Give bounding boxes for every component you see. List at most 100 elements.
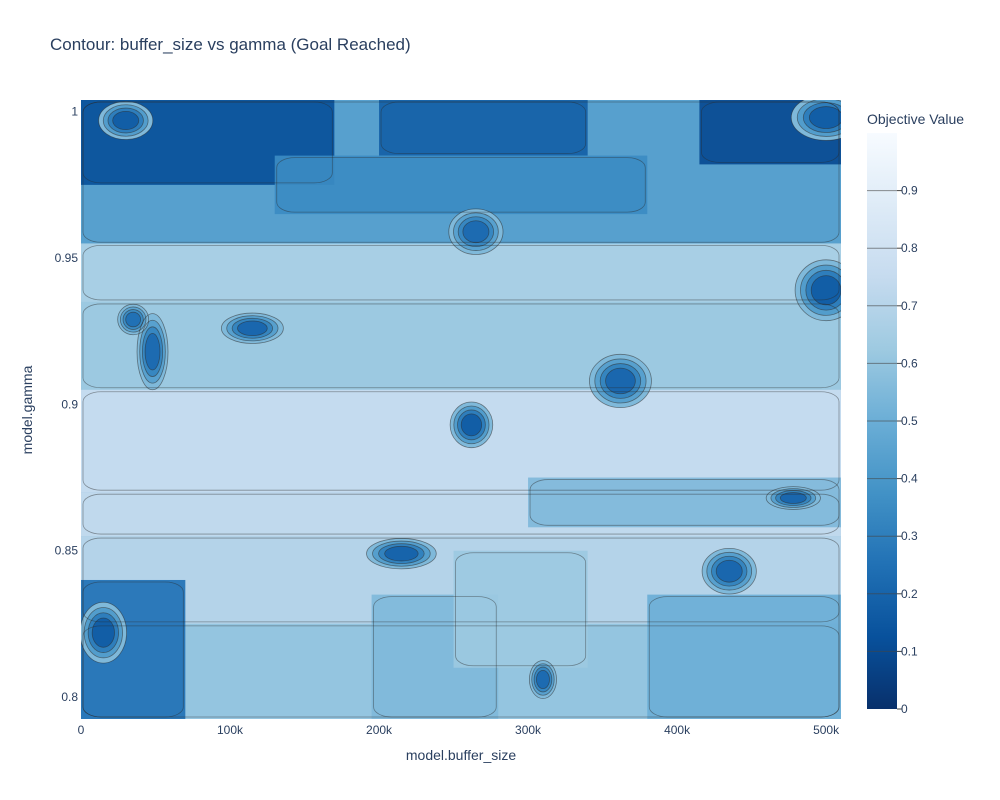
contour-region-4 (274, 155, 648, 215)
plot-area[interactable] (80, 95, 861, 719)
contour-line (237, 320, 268, 337)
contour-line (139, 319, 166, 384)
contour-line (594, 358, 647, 404)
hotspot-fill (809, 106, 841, 129)
contour-line (770, 488, 817, 508)
contour-line (448, 208, 504, 255)
contour-line (82, 493, 840, 535)
contour-line (802, 102, 841, 133)
x-axis-ticks: 0 100k 200k 300k 400k 500k (78, 723, 840, 737)
colorbar-tick-label: 0.1 (901, 644, 918, 658)
colorbar-tick-label: 0.4 (901, 472, 918, 486)
contour-region-5 (81, 243, 841, 302)
contour-line (102, 104, 149, 137)
contour-line (117, 303, 150, 336)
colorbar-tick-label: 0.3 (901, 529, 918, 543)
colorbar-title: Objective Value (867, 111, 964, 127)
hotspot-fill (811, 275, 841, 305)
contour-hotspot-13 (98, 101, 153, 140)
hotspot-fill (780, 492, 807, 504)
hotspot-fill (605, 368, 636, 394)
contour-line (220, 312, 284, 344)
contour-line (589, 353, 652, 408)
contour-hotspot-6 (589, 354, 652, 408)
contour-line (91, 617, 115, 648)
contour-line (765, 486, 821, 510)
colorbar-tick-label: 0.8 (901, 241, 918, 255)
y-tick-label: 0.85 (55, 544, 79, 558)
contour-line (82, 245, 840, 301)
x-tick-label: 0 (78, 723, 85, 737)
y-tick-label: 0.95 (55, 251, 79, 265)
colorbar-tick-label: 0.7 (901, 299, 918, 313)
contour-line (119, 306, 147, 333)
hotspot-fill (462, 220, 489, 243)
contour-line (82, 625, 840, 718)
contour-line (794, 259, 841, 322)
hotspot-fill (145, 333, 160, 370)
y-axis-ticks: 0.8 0.85 0.9 0.95 1 (55, 105, 79, 704)
contour-line (790, 100, 841, 141)
contour-region-15 (453, 550, 588, 668)
x-tick-label: 200k (366, 723, 393, 737)
contour-line (226, 315, 279, 342)
contour-line (82, 303, 840, 389)
contour-line (605, 367, 636, 395)
contour-line (276, 157, 646, 213)
contour-line (779, 492, 807, 504)
contour-line (82, 101, 840, 243)
contour-line (449, 401, 494, 449)
contour-line (796, 100, 841, 137)
contour-line (87, 612, 119, 653)
contour-line (455, 552, 587, 667)
hotspot-fill (125, 312, 141, 327)
contour-line (82, 537, 840, 623)
contour-line (141, 326, 164, 377)
x-tick-label: 500k (813, 723, 840, 737)
x-axis-label: model.buffer_size (406, 747, 516, 763)
colorbar-tick-label: 0.9 (901, 184, 918, 198)
contour-hotspot-5 (450, 402, 493, 448)
contour-line (457, 409, 486, 441)
hotspot-fill (461, 413, 482, 436)
colorbar-tick-label: 0.6 (901, 356, 918, 370)
colorbar-tick-label: 0.5 (901, 414, 918, 428)
contour-line (231, 317, 274, 339)
contour-line (107, 107, 144, 134)
contour-line (453, 212, 499, 251)
contour-fill-layer (81, 100, 841, 719)
colorbar-tick-label: 0.2 (901, 587, 918, 601)
contour-line (144, 333, 161, 371)
contour-line (82, 101, 333, 184)
contour-region-6 (81, 301, 841, 390)
x-tick-label: 400k (664, 723, 691, 737)
contour-line (529, 479, 840, 526)
contour-hotspot-4 (448, 208, 504, 255)
contour-line (701, 547, 757, 595)
contour-line (711, 555, 748, 587)
hotspot-fill (536, 670, 550, 689)
contour-line (648, 596, 840, 718)
hotspot-fill (92, 618, 115, 648)
contour-line (808, 106, 841, 129)
contour-line (810, 275, 841, 306)
contour-line (528, 660, 557, 699)
contour-line (373, 596, 497, 718)
contour-region-2 (379, 100, 588, 156)
hotspot-fill (237, 320, 268, 336)
contour-line (533, 666, 553, 693)
contour-line (460, 413, 483, 437)
contour-line (378, 543, 425, 564)
hotspot-fill (716, 560, 743, 583)
x-tick-label: 300k (515, 723, 542, 737)
contour-hotspot-0 (81, 602, 127, 664)
contour-line (366, 538, 437, 570)
contour-line (81, 601, 127, 664)
contour-line (805, 269, 841, 311)
contour-line (536, 669, 550, 690)
contour-line (122, 309, 144, 330)
contour-line (384, 545, 419, 562)
contour-line (701, 101, 840, 163)
contour-line (83, 607, 123, 659)
